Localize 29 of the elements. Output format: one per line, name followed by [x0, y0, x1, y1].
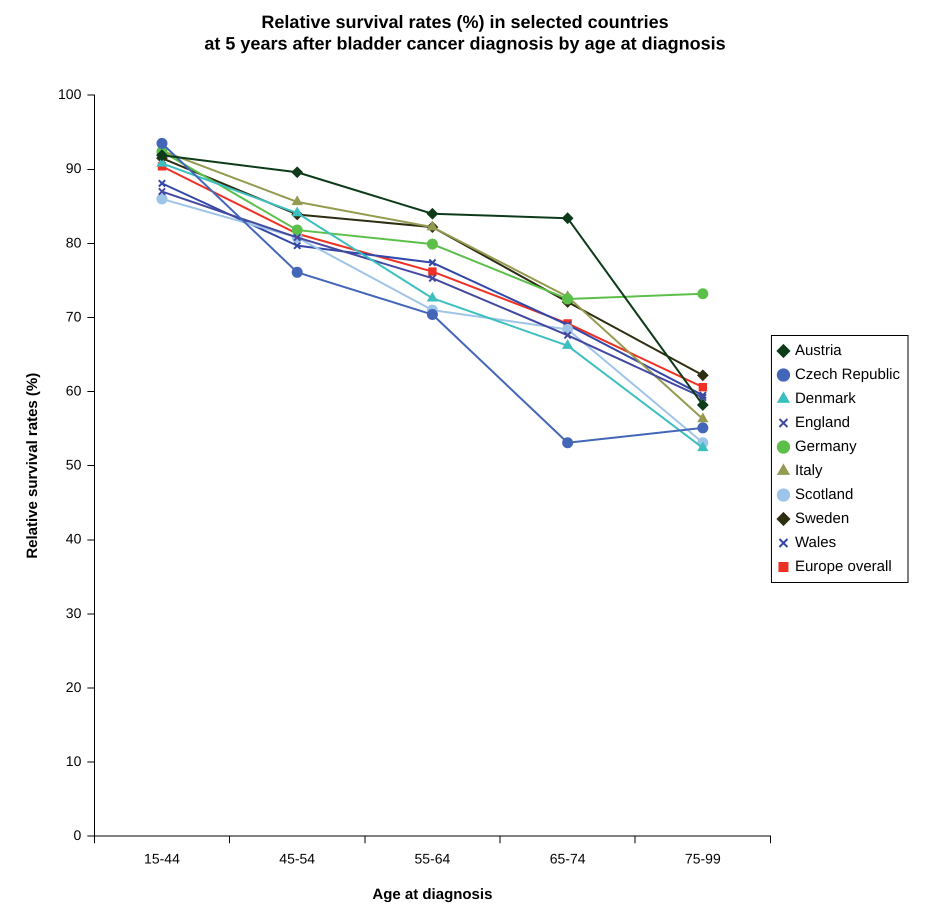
- legend-label: Wales: [794, 534, 836, 552]
- legend-label: Denmark: [794, 390, 856, 408]
- x-tick-label: 55-64: [414, 850, 451, 866]
- legend-label: Scotland: [794, 486, 854, 504]
- legend-label: Italy: [794, 462, 823, 480]
- y-tick-label: 60: [66, 382, 82, 398]
- legend-label: Germany: [794, 438, 858, 456]
- legend-label: Sweden: [794, 510, 850, 528]
- y-tick-label: 100: [58, 86, 82, 102]
- legend-label: Czech Republic: [794, 366, 900, 384]
- legend-label: Austria: [794, 342, 842, 360]
- y-tick-label: 20: [66, 678, 82, 695]
- y-tick-label: 40: [66, 530, 82, 547]
- y-axis-title: Relative survival rates (%): [24, 372, 42, 559]
- y-tick-label: 80: [66, 234, 82, 250]
- x-tick-label: 15-44: [144, 850, 180, 866]
- y-tick-label: 50: [66, 456, 82, 473]
- x-axis-title: Age at diagnosis: [372, 886, 492, 904]
- y-tick-label: 10: [66, 752, 82, 769]
- legend-label: Europe overall: [794, 558, 892, 576]
- y-tick-label: 0: [74, 827, 82, 844]
- y-tick-label: 70: [66, 308, 82, 324]
- chart-title: Relative survival rates (%) in selected countries at 5 years after bladder cancer diagnosis by age at diagnosis: [204, 12, 726, 54]
- legend-label: England: [794, 414, 850, 432]
- x-tick-label: 75-99: [684, 850, 721, 866]
- y-tick-label: 90: [66, 160, 82, 176]
- x-tick-label: 45-54: [279, 850, 316, 866]
- x-tick-label: 65-74: [550, 850, 586, 866]
- y-tick-label: 30: [66, 604, 82, 621]
